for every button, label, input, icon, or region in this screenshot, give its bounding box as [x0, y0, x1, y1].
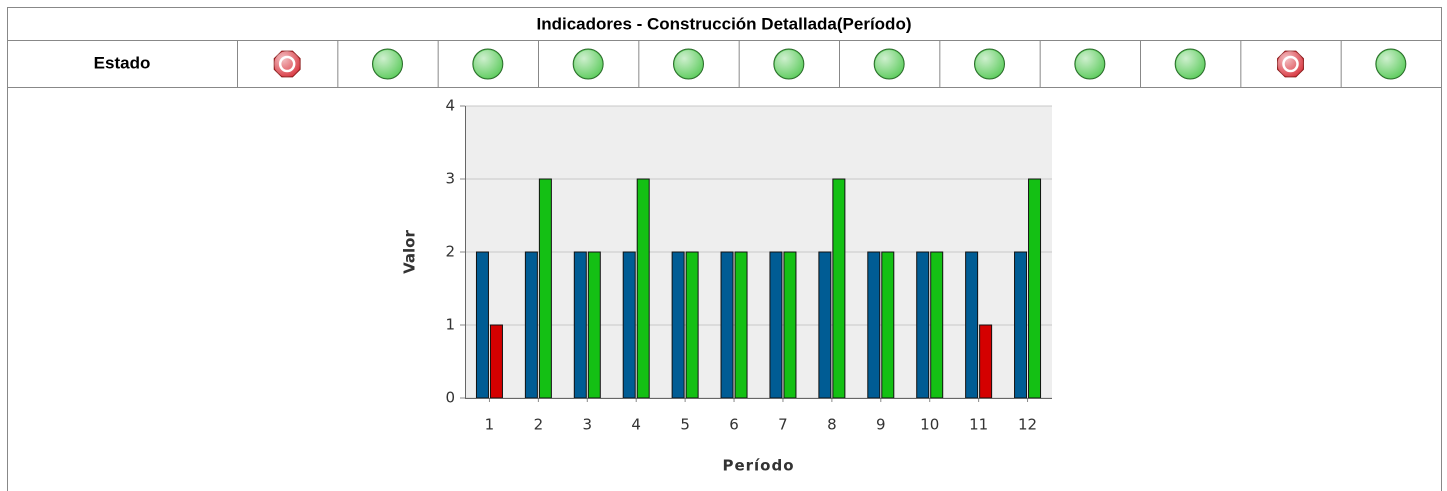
bar: [832, 178, 846, 399]
bar: [769, 251, 783, 399]
gloss: [473, 50, 502, 78]
bar: [818, 251, 832, 399]
x-tick-label: 10: [920, 416, 939, 434]
status-icon: [773, 48, 805, 80]
x-tick-label: 8: [827, 416, 837, 434]
bar: [538, 178, 552, 399]
bar: [916, 251, 930, 399]
status-icon: [472, 48, 504, 80]
gloss: [1376, 50, 1405, 78]
bar: [671, 251, 685, 399]
bar: [1014, 251, 1028, 399]
gloss: [574, 50, 603, 78]
bar: [489, 324, 503, 399]
status-icon: [1074, 48, 1106, 80]
x-tick-label: 5: [680, 416, 690, 434]
bar: [622, 251, 636, 399]
bar: [930, 251, 944, 399]
status-icon: [572, 48, 604, 80]
bar: [573, 251, 587, 399]
y-tick-label: 0: [445, 389, 455, 407]
x-tick-label: 2: [534, 416, 544, 434]
bar: [734, 251, 748, 399]
gloss: [674, 50, 703, 78]
status-icon: [1174, 48, 1206, 80]
y-axis-label: Valor: [401, 230, 419, 274]
table-title: Indicadores - Construcción Detallada(Per…: [536, 14, 911, 33]
x-tick-label: 12: [1018, 416, 1037, 434]
status-icon: [873, 48, 905, 80]
gloss: [373, 50, 402, 78]
gloss: [875, 50, 904, 78]
gloss: [274, 51, 301, 77]
x-tick-label: 3: [583, 416, 593, 434]
gloss: [975, 50, 1004, 78]
y-tick-label: 4: [445, 97, 455, 115]
bar: [881, 251, 895, 399]
x-tick-label: 1: [485, 416, 495, 434]
bar: [524, 251, 538, 399]
bar: [587, 251, 601, 399]
x-tick-label: 6: [729, 416, 739, 434]
bar: [783, 251, 797, 399]
y-tick-label: 1: [445, 316, 455, 334]
x-tick-label: 11: [969, 416, 988, 434]
status-icon: [273, 50, 301, 78]
bar: [979, 324, 993, 399]
status-icon: [1375, 48, 1407, 80]
status-icon: [974, 48, 1005, 80]
table-borders: [7, 7, 1442, 491]
x-axis-label: Período: [722, 457, 794, 475]
y-tick-label: 3: [445, 170, 455, 188]
estado-label: Estado: [94, 53, 151, 72]
status-icon: [673, 48, 704, 80]
status-icon: [1277, 50, 1304, 78]
gloss: [1075, 50, 1104, 78]
bar: [636, 178, 650, 399]
y-tick-label: 2: [445, 243, 455, 261]
gloss: [1176, 50, 1205, 78]
x-tick-label: 7: [778, 416, 788, 434]
bar: [685, 251, 699, 399]
bar: [1028, 178, 1042, 399]
x-tick-label: 9: [876, 416, 886, 434]
x-tick-label: 4: [631, 416, 641, 434]
bar: [720, 251, 734, 399]
bar: [867, 251, 881, 399]
gloss: [1277, 51, 1304, 77]
bar: [965, 251, 979, 399]
bar: [475, 251, 489, 399]
gloss: [774, 50, 803, 78]
status-icon: [372, 48, 403, 80]
